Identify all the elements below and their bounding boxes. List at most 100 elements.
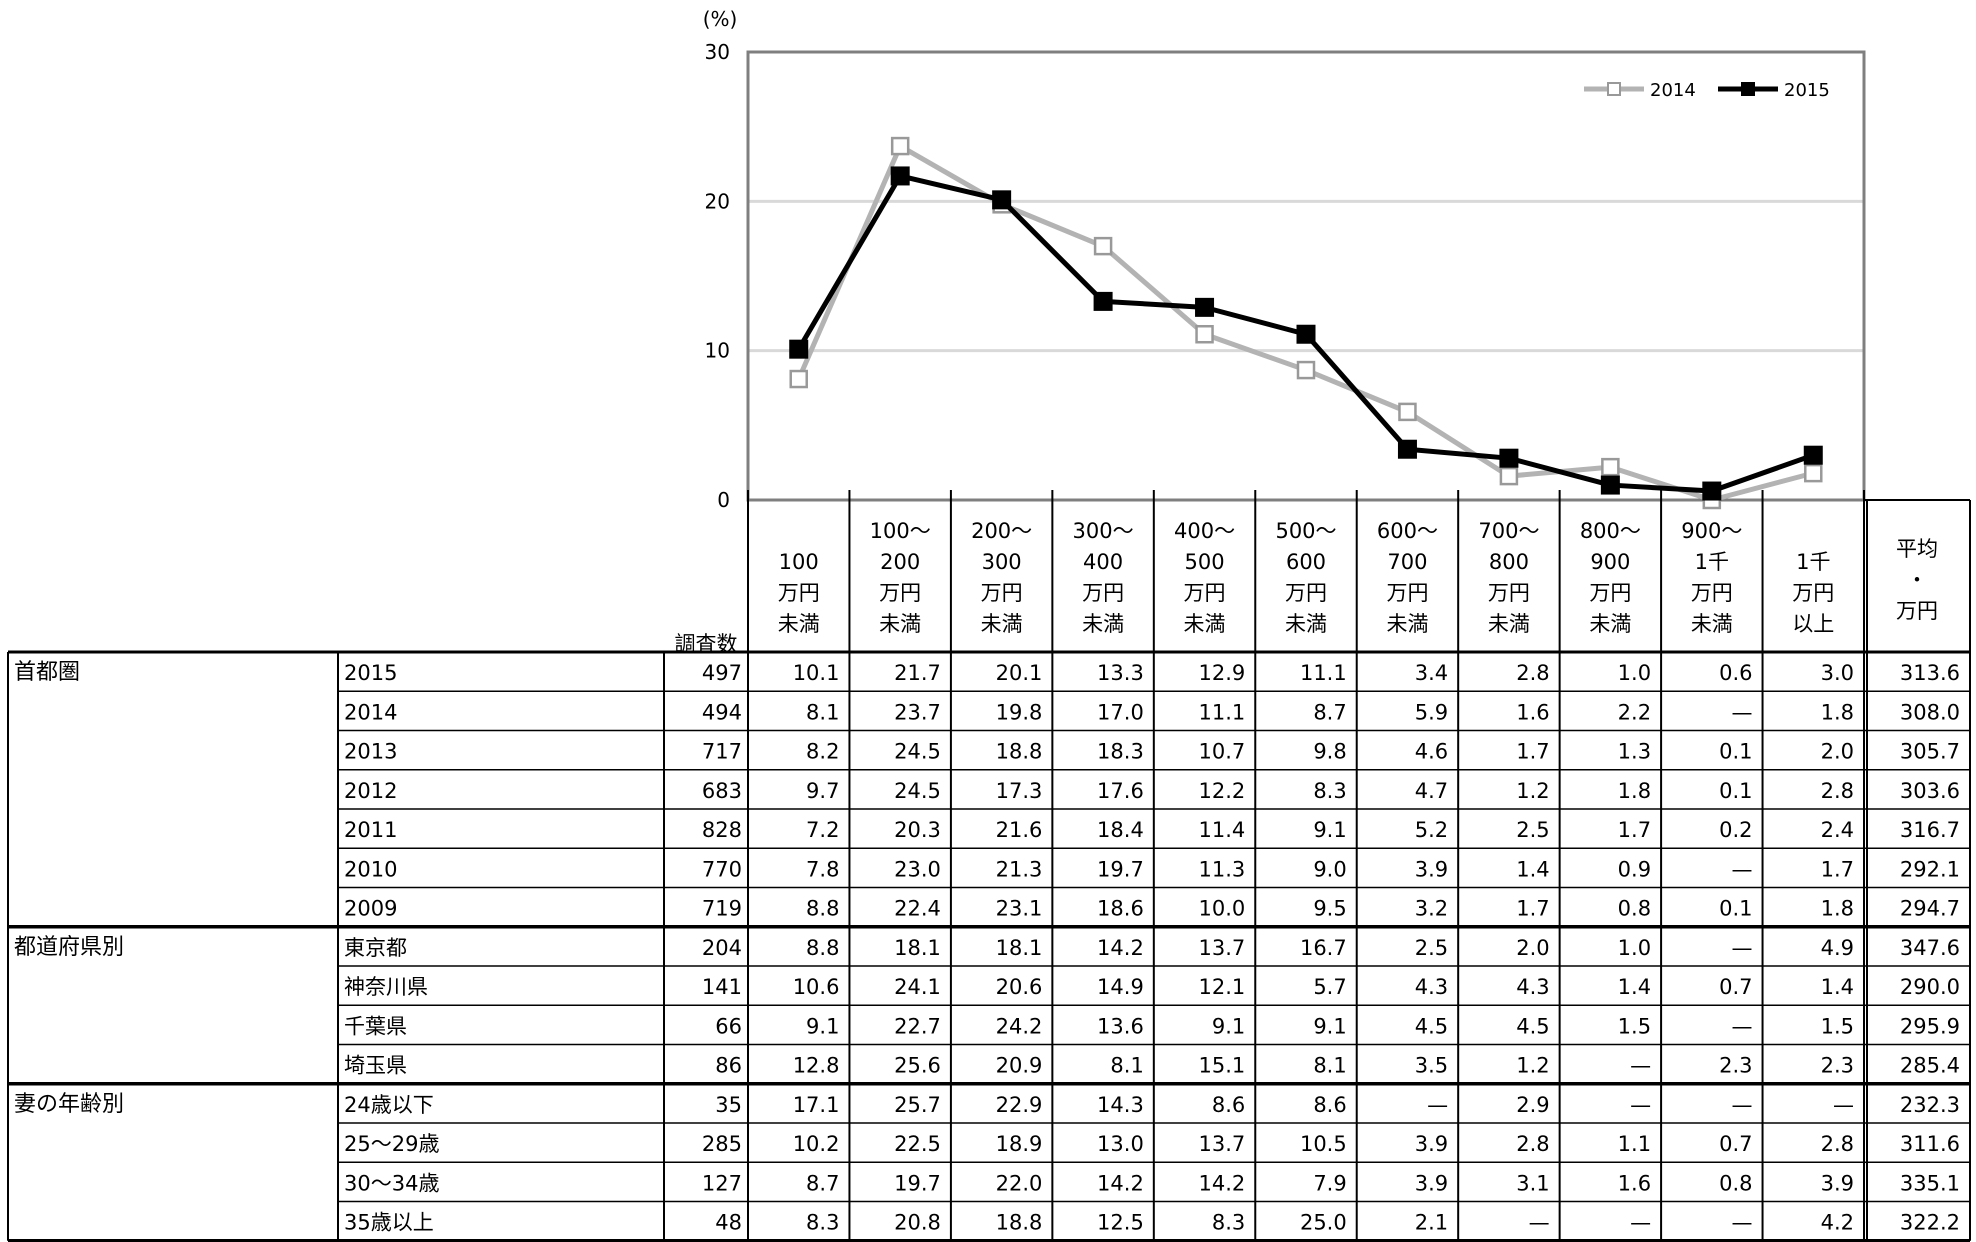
y-tick-label: 20: [705, 189, 730, 213]
group-label: 首都圏: [14, 660, 80, 685]
value-cell: 2.3: [1821, 1054, 1854, 1078]
value-cell: 10.0: [1199, 897, 1246, 921]
value-cell: 11.4: [1199, 818, 1246, 842]
value-cell: 8.3: [1212, 1211, 1245, 1235]
value-cell: —: [1630, 1211, 1651, 1235]
category-label: 600～ 700 万円未満: [1377, 519, 1438, 636]
category-label: 100 万円未満: [778, 550, 820, 636]
value-cell: 3.9: [1415, 857, 1448, 881]
value-cell: —: [1732, 1014, 1753, 1038]
data-point-2015: [1600, 475, 1620, 495]
average-cell: 308.0: [1900, 700, 1960, 724]
value-cell: 2.1: [1415, 1211, 1448, 1235]
category-label: 400～ 500 万円未満: [1174, 519, 1235, 636]
value-cell: 3.9: [1415, 1171, 1448, 1195]
value-cell: 2.8: [1516, 1132, 1549, 1156]
category-label: 300～ 400 万円未満: [1073, 519, 1134, 636]
average-cell: 232.3: [1900, 1093, 1960, 1117]
value-cell: 2.2: [1618, 700, 1651, 724]
value-cell: 22.7: [894, 1014, 941, 1038]
average-cell: 347.6: [1900, 936, 1960, 960]
category-label: 100～ 200 万円未満: [870, 519, 931, 636]
value-cell: 1.8: [1618, 779, 1651, 803]
value-cell: 1.6: [1516, 700, 1549, 724]
value-cell: 10.7: [1199, 740, 1246, 764]
count-cell: 141: [702, 975, 742, 999]
data-point-2014: [1195, 324, 1214, 344]
data-point-2014: [1499, 466, 1519, 486]
value-cell: 1.8: [1821, 700, 1854, 724]
value-cell: 11.1: [1199, 700, 1246, 724]
value-cell: 0.7: [1719, 975, 1752, 999]
value-cell: 0.8: [1719, 1171, 1752, 1195]
data-point-2014: [890, 136, 910, 156]
value-cell: —: [1732, 1211, 1753, 1235]
count-cell: 770: [702, 857, 742, 881]
value-cell: 2.3: [1719, 1054, 1752, 1078]
value-cell: 14.2: [1199, 1171, 1246, 1195]
value-cell: 18.3: [1097, 740, 1144, 764]
value-cell: 8.3: [1313, 779, 1346, 803]
value-cell: 23.7: [894, 700, 941, 724]
value-cell: 7.2: [806, 818, 839, 842]
value-cell: 2.4: [1821, 818, 1854, 842]
value-cell: 0.9: [1618, 857, 1651, 881]
value-cell: 12.8: [793, 1054, 840, 1078]
row-label: 神奈川県: [344, 975, 428, 999]
value-cell: 8.1: [1313, 1054, 1346, 1078]
value-cell: 2.8: [1821, 1132, 1854, 1156]
data-point-2015: [1093, 291, 1113, 311]
value-cell: 14.2: [1097, 1171, 1144, 1195]
category-label: 900～ 1千万円未満: [1681, 519, 1742, 636]
y-tick-label: 30: [705, 40, 730, 64]
value-cell: 25.6: [894, 1054, 941, 1078]
row-label: 2011: [344, 818, 397, 842]
value-cell: —: [1732, 857, 1753, 881]
data-point-2015: [1803, 445, 1823, 465]
value-cell: 0.1: [1719, 779, 1752, 803]
y-tick-label: 0: [717, 488, 730, 512]
data-point-2015: [1296, 324, 1316, 344]
value-cell: 9.0: [1313, 857, 1346, 881]
value-cell: 10.5: [1300, 1132, 1347, 1156]
value-cell: 1.7: [1821, 857, 1854, 881]
value-cell: 18.6: [1097, 897, 1144, 921]
y-tick-label: 10: [705, 339, 730, 363]
value-cell: 2.9: [1516, 1093, 1549, 1117]
value-cell: 20.6: [996, 975, 1043, 999]
value-cell: 18.1: [996, 936, 1043, 960]
value-cell: 22.4: [894, 897, 941, 921]
value-cell: 2.0: [1821, 740, 1854, 764]
value-cell: 10.1: [793, 661, 840, 685]
value-cell: 0.1: [1719, 897, 1752, 921]
row-label: 2009: [344, 897, 397, 921]
value-cell: 9.1: [1313, 818, 1346, 842]
value-cell: 14.3: [1097, 1093, 1144, 1117]
value-cell: 18.8: [996, 1211, 1043, 1235]
value-cell: 13.6: [1097, 1014, 1144, 1038]
category-label: 800～ 900 万円未満: [1580, 519, 1641, 636]
row-label: 2015: [344, 661, 397, 685]
value-cell: 1.2: [1516, 1054, 1549, 1078]
value-cell: 9.1: [1313, 1014, 1346, 1038]
value-cell: 1.4: [1516, 857, 1549, 881]
value-cell: 4.5: [1415, 1014, 1448, 1038]
value-cell: 1.2: [1516, 779, 1549, 803]
plot-area: [746, 50, 1866, 502]
row-label: 東京都: [344, 936, 407, 960]
row-label: 25～29歳: [344, 1132, 439, 1156]
value-cell: 25.7: [894, 1093, 941, 1117]
value-cell: 9.1: [806, 1014, 839, 1038]
value-cell: 11.1: [1300, 661, 1347, 685]
value-cell: 8.6: [1212, 1093, 1245, 1117]
value-cell: 17.1: [793, 1093, 840, 1117]
data-point-2014: [1296, 360, 1316, 380]
value-cell: 1.7: [1516, 740, 1549, 764]
value-cell: 8.2: [806, 740, 839, 764]
value-cell: 8.3: [806, 1211, 839, 1235]
value-cell: 1.7: [1618, 818, 1651, 842]
value-cell: 24.5: [894, 779, 941, 803]
row-label: 24歳以下: [344, 1093, 434, 1117]
value-cell: 22.5: [894, 1132, 941, 1156]
